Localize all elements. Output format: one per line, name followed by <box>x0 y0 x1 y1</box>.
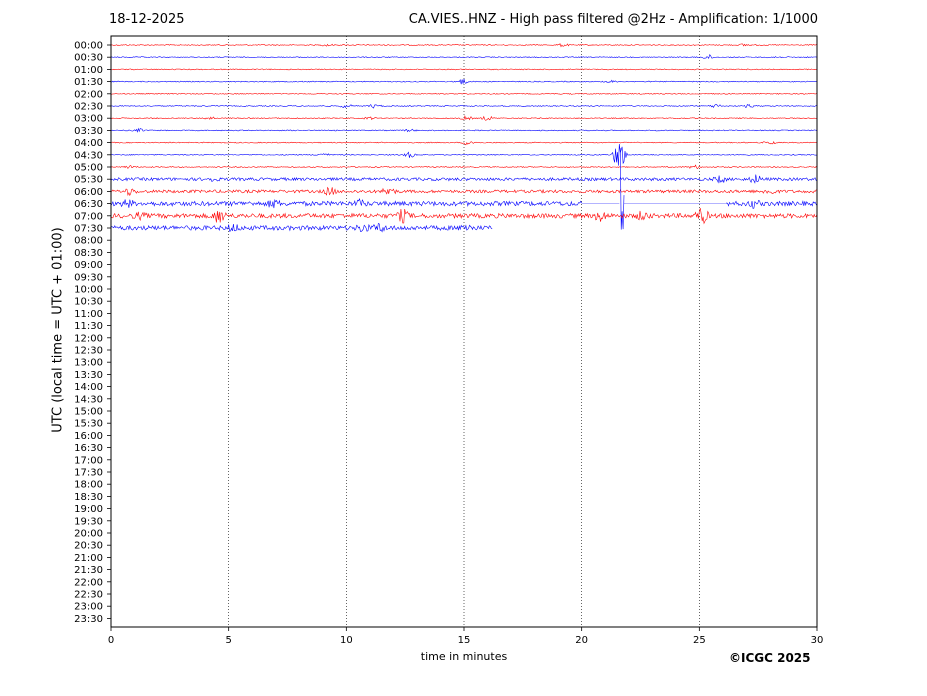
y-tick-label: 03:30 <box>74 126 103 137</box>
y-tick-label: 02:00 <box>74 89 103 100</box>
y-tick-label: 09:30 <box>74 272 103 283</box>
y-tick-label: 11:00 <box>74 309 103 320</box>
x-tick-label: 20 <box>575 635 588 646</box>
y-tick-label: 13:30 <box>74 370 103 381</box>
y-tick-label: 06:00 <box>74 187 103 198</box>
trace-row-06:00 <box>110 186 818 197</box>
y-tick-label: 12:30 <box>74 346 103 357</box>
y-tick-label: 20:30 <box>74 541 103 552</box>
y-tick-label: 14:00 <box>74 382 103 393</box>
trace-row-01:00 <box>110 68 817 71</box>
y-tick-label: 20:00 <box>74 529 103 540</box>
trace-row-04:30 <box>110 143 818 166</box>
y-tick-label: 07:00 <box>74 211 103 222</box>
copyright-notice: ©ICGC 2025 <box>729 651 811 665</box>
trace-row-07:30 <box>110 222 493 233</box>
x-tick-label: 25 <box>693 635 706 646</box>
y-tick-label: 22:30 <box>74 590 103 601</box>
trace-row-04:00 <box>110 140 818 146</box>
y-tick-label: 23:00 <box>74 602 103 613</box>
y-tick-label: 12:00 <box>74 333 103 344</box>
y-tick-label: 03:00 <box>74 114 103 125</box>
y-tick-label: 06:30 <box>74 199 103 210</box>
grid-layer <box>228 36 700 627</box>
y-tick-label: 00:30 <box>74 53 103 64</box>
y-tick-label: 08:30 <box>74 248 103 259</box>
x-tick-label: 0 <box>108 635 114 646</box>
y-tick-label: 10:30 <box>74 297 103 308</box>
y-tick-label: 22:00 <box>74 577 103 588</box>
y-tick-label: 01:30 <box>74 77 103 88</box>
y-tick-label: 19:00 <box>74 504 103 515</box>
y-tick-label: 21:30 <box>74 565 103 576</box>
y-tick-label: 16:30 <box>74 443 103 454</box>
trace-row-07:00 <box>110 208 818 225</box>
y-tick-label: 01:00 <box>74 65 103 76</box>
y-tick-label: 18:30 <box>74 492 103 503</box>
trace-row-02:00 <box>111 92 818 95</box>
y-tick-label: 08:00 <box>74 236 103 247</box>
plot-date: 18-12-2025 <box>109 12 185 27</box>
y-tick-label: 21:00 <box>74 553 103 564</box>
y-tick-label: 17:00 <box>74 455 103 466</box>
y-tick-label: 13:00 <box>74 358 103 369</box>
y-tick-label: 11:30 <box>74 321 103 332</box>
y-tick-label: 17:30 <box>74 468 103 479</box>
y-tick-label: 19:30 <box>74 516 103 527</box>
y-tick-label: 09:00 <box>74 260 103 271</box>
trace-row-03:30 <box>110 127 818 133</box>
x-axis-label: time in minutes <box>420 650 508 663</box>
y-tick-label: 00:00 <box>74 41 103 52</box>
trace-row-03:00 <box>110 115 818 121</box>
trace-row-05:00 <box>110 164 818 170</box>
trace-layer <box>110 42 818 233</box>
y-tick-label: 10:00 <box>74 285 103 296</box>
trace-row-00:30 <box>110 54 818 59</box>
y-tick-label: 04:30 <box>74 150 103 161</box>
y-tick-label: 07:30 <box>74 224 103 235</box>
y-tick-label: 16:00 <box>74 431 103 442</box>
y-tick-label: 18:00 <box>74 480 103 491</box>
plot-frame <box>110 35 818 628</box>
x-tick-label: 5 <box>225 635 231 646</box>
trace-row-06:30 <box>110 148 818 230</box>
y-tick-label: 15:30 <box>74 419 103 430</box>
x-tick-label: 30 <box>811 635 824 646</box>
y-tick-label: 15:00 <box>74 407 103 418</box>
y-tick-label: 02:30 <box>74 102 103 113</box>
x-tick-label: 15 <box>458 635 471 646</box>
trace-row-02:30 <box>110 103 818 109</box>
y-tick-label: 14:30 <box>74 394 103 405</box>
y-tick-label: 05:00 <box>74 163 103 174</box>
trace-row-01:30 <box>110 78 818 85</box>
x-tick-label: 10 <box>340 635 353 646</box>
plot-title: CA.VIES..HNZ - High pass filtered @2Hz -… <box>408 12 818 27</box>
trace-row-00:00 <box>110 42 818 48</box>
y-tick-label: 04:00 <box>74 138 103 149</box>
trace-row-05:30 <box>110 174 818 184</box>
y-tick-label: 05:30 <box>74 175 103 186</box>
y-tick-label: 23:30 <box>74 614 103 625</box>
